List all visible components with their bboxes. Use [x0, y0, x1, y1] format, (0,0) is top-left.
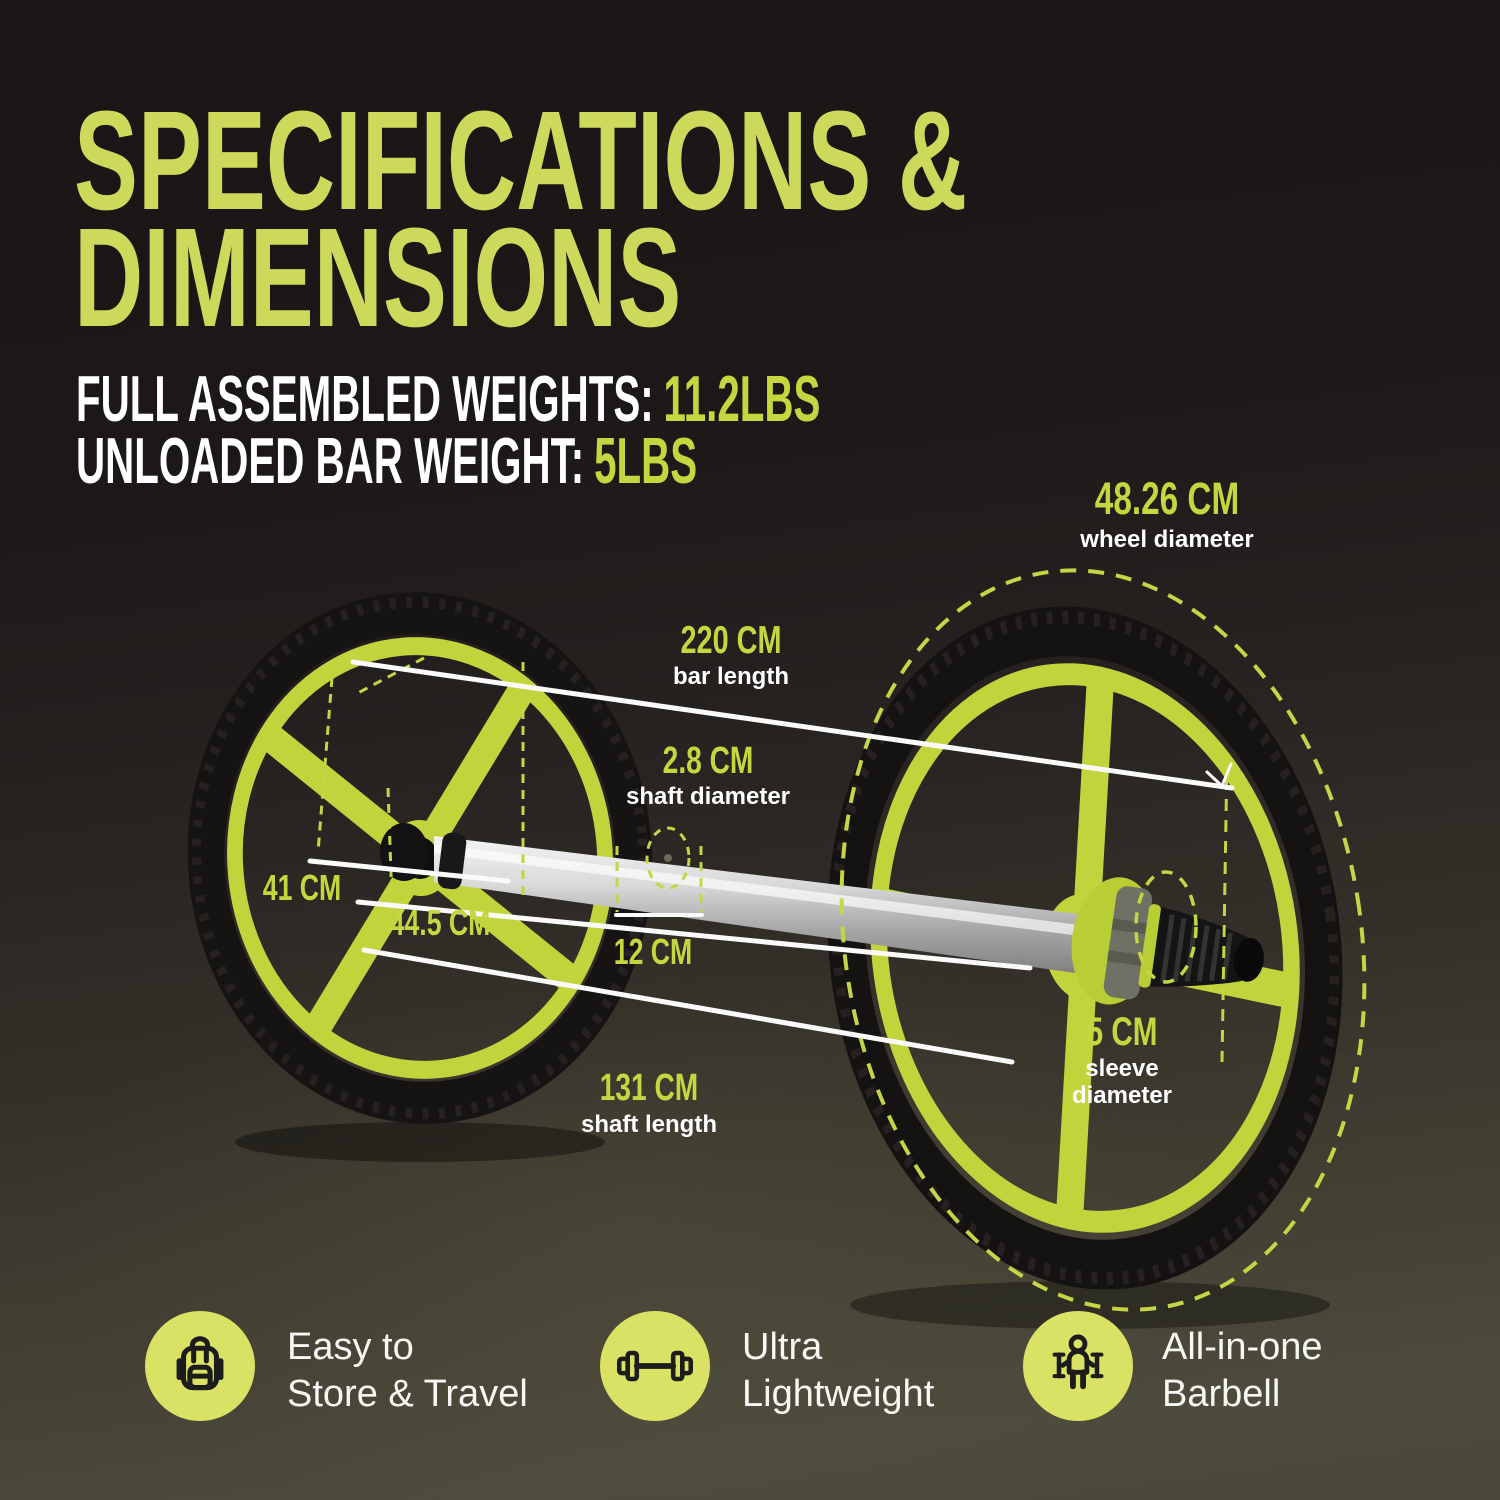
- assembled-weight-value: 11.2LBS: [663, 362, 821, 435]
- dim-shaft-length: 131 CM shaft length: [581, 1067, 717, 1138]
- assembled-weight-label: FULL ASSEMBLED WEIGHTS:: [76, 362, 654, 435]
- feature-circle-store: [145, 1311, 255, 1421]
- feature-text-store: Easy to Store & Travel: [287, 1326, 528, 1415]
- dim-inner-width: 44.5 CM: [389, 902, 491, 943]
- bar-weight-label: UNLOADED BAR WEIGHT:: [76, 424, 585, 497]
- sleeve-assembly: [1071, 877, 1264, 1005]
- dim-sleeve-diameter: 5 CM sleeve diameter: [1071, 1010, 1173, 1109]
- backpack-icon: [176, 1336, 224, 1391]
- feature-text-lightweight: Ultra Lightweight: [742, 1326, 935, 1415]
- bar-weight-row: UNLOADED BAR WEIGHT: 5LBS: [76, 428, 1078, 493]
- page-title-line1: SPECIFICATIONS &: [74, 81, 968, 239]
- dashed-guides: [316, 568, 1367, 1312]
- feature-circle-allinone: [1023, 1311, 1133, 1421]
- dim-shaft-diameter: 2.8 CM shaft diameter: [625, 740, 791, 810]
- wheel-diameter-guide: [839, 568, 1367, 1312]
- bar-length-line: [350, 659, 1235, 791]
- wheel-shadows: [235, 1122, 1330, 1329]
- assembled-weight-row: FULL ASSEMBLED WEIGHTS: 11.2LBS: [76, 366, 1277, 431]
- inner-width-line: [355, 899, 1033, 971]
- line-end-hook: [1205, 762, 1233, 789]
- shaft-diameter-guide: [645, 826, 691, 890]
- dim-hub-width: 41 CM: [262, 867, 342, 908]
- page-title-line2: DIMENSIONS: [74, 198, 682, 356]
- dim-wheel-diameter: 48.26 CM wheel diameter: [1080, 473, 1254, 553]
- barbell-shaft: [380, 823, 1096, 976]
- feature-text-allinone: All-in-one Barbell: [1162, 1326, 1323, 1415]
- shaft-hole: [664, 854, 672, 862]
- feature-circle-lightweight: [600, 1311, 710, 1421]
- dim-bar-length: 220 CM bar length: [672, 619, 789, 690]
- shaft-length-line: [361, 947, 1015, 1065]
- hub-width-line: [307, 858, 511, 884]
- measurement-lines: [307, 659, 1235, 1065]
- sleeve-diameter-guide: [1134, 870, 1198, 984]
- dim-grip-width: 12 CM: [613, 931, 693, 972]
- bar-weight-value: 5LBS: [594, 424, 698, 497]
- barbell-icon: [616, 1350, 694, 1382]
- weightlifter-icon: [1052, 1334, 1104, 1390]
